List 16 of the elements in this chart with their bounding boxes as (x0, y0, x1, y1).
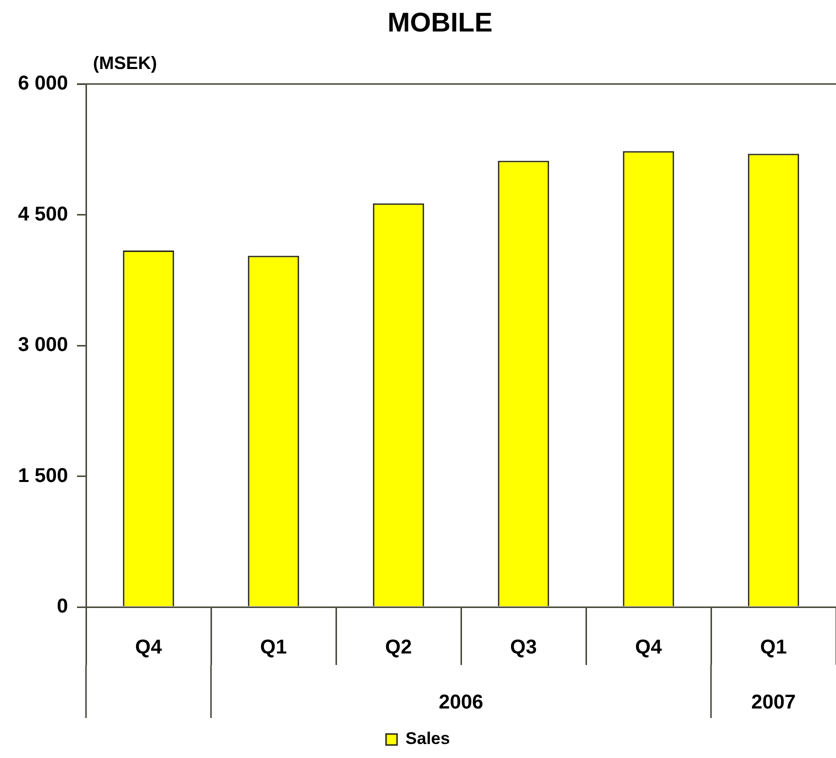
legend-label: Sales (406, 729, 450, 748)
text: 2006 (438, 692, 484, 714)
x-tick-label: Q1 (260, 636, 287, 659)
y-tick-label: 6 000 (18, 72, 68, 95)
x-tick-label: Q1 (760, 636, 787, 659)
y-tick-label: 4 500 (18, 203, 68, 226)
y-axis-title: (MSEK) (93, 52, 157, 73)
chart-title: MOBILE (388, 7, 492, 38)
y-tick-label: 3 000 (18, 334, 68, 356)
x-tick-label: Q4 (135, 636, 163, 659)
y-tick-label: 1 500 (18, 464, 68, 487)
text: 2007 (751, 692, 796, 714)
x-tick-label: Q3 (510, 636, 537, 659)
y-tick-label: 0 (56, 596, 68, 618)
x-tick-label: Q4 (635, 636, 663, 659)
x-tick-label: Q2 (385, 636, 412, 659)
